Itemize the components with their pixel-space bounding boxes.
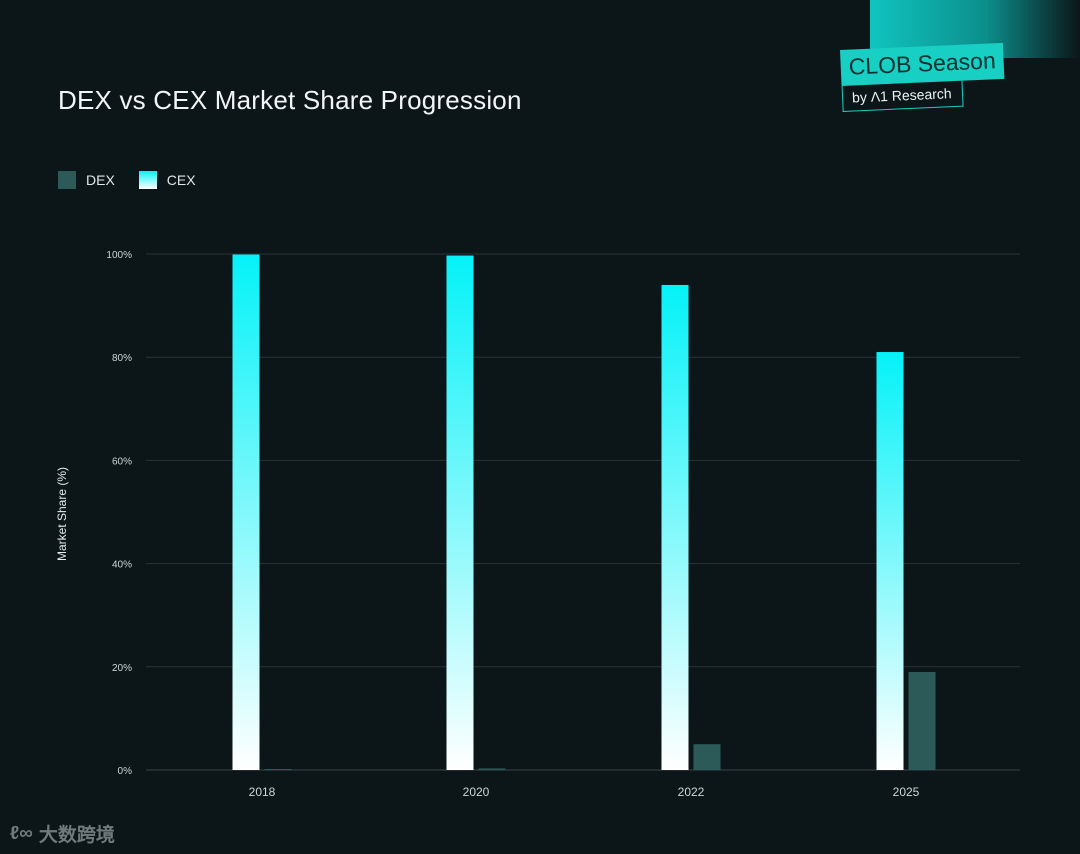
grid-lines — [146, 253, 1020, 771]
y-tick-label: 40% — [112, 560, 132, 571]
bar-dex-2022 — [693, 744, 721, 770]
y-tick-label: 60% — [112, 456, 132, 467]
x-tick-label: 2025 — [893, 785, 920, 799]
bar-cex-2020 — [446, 255, 474, 771]
bar-dex-2018 — [264, 769, 292, 770]
watermark-glyph: ℓ∞ — [10, 822, 33, 844]
chart-legend: DEX CEX — [58, 171, 196, 189]
x-axis-ticks: 2018 2020 2022 2025 — [249, 785, 920, 799]
x-tick-label: 2020 — [463, 785, 490, 799]
bar-dex-2025 — [908, 671, 936, 770]
watermark-text: 大数跨境 — [38, 825, 115, 846]
legend-item-dex: DEX — [58, 171, 115, 189]
y-tick-label: 0% — [118, 766, 133, 777]
y-tick-label: 80% — [112, 353, 132, 364]
watermark-logo: ℓ∞ 大数跨境 — [10, 820, 115, 847]
bar-dex-2020 — [478, 768, 506, 770]
bar-cex-2018 — [232, 254, 260, 771]
bar-cex-2025 — [876, 352, 904, 770]
legend-item-cex: CEX — [138, 171, 196, 189]
bar-cex-2022 — [661, 284, 689, 770]
y-axis-label: Market Share (%) — [55, 467, 69, 561]
legend-label-cex: CEX — [166, 172, 196, 188]
x-tick-label: 2018 — [249, 785, 276, 799]
legend-label-dex: DEX — [86, 172, 115, 188]
y-axis-ticks: 0% 20% 40% 60% 80% 100% — [106, 250, 132, 777]
y-tick-label: 20% — [112, 663, 132, 674]
legend-swatch-cex — [138, 171, 157, 189]
x-tick-label: 2022 — [678, 785, 705, 799]
chart-title: DEX vs CEX Market Share Progression — [58, 85, 522, 116]
legend-swatch-dex — [58, 171, 76, 189]
bars — [232, 254, 936, 771]
y-tick-label: 100% — [106, 250, 132, 261]
